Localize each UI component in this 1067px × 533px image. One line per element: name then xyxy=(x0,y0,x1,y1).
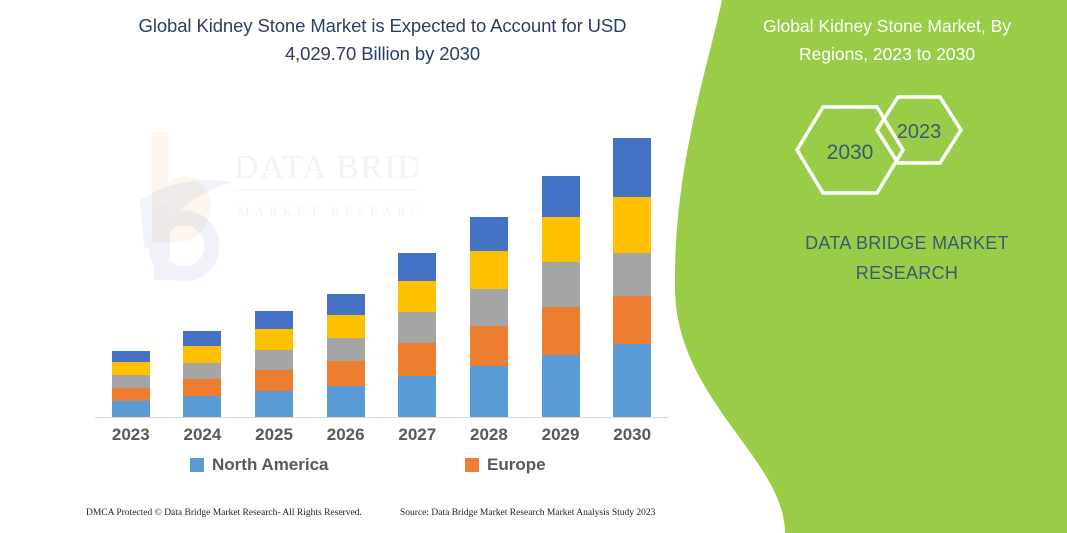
chart-title: Global Kidney Stone Market is Expected t… xyxy=(138,15,627,64)
bar-segment-series-4 xyxy=(469,251,508,289)
footer-dmca-text: DMCA Protected © Data Bridge Market Rese… xyxy=(86,508,362,518)
bar-segment-north-america xyxy=(255,391,294,418)
x-label-2028: 2028 xyxy=(470,425,508,444)
stacked-bar xyxy=(613,138,652,418)
bar-plot xyxy=(95,120,670,418)
bar-segment-series-5 xyxy=(398,253,437,281)
bar-segment-series-4 xyxy=(398,281,437,312)
bar-segment-north-america xyxy=(326,386,365,418)
bar-segment-series-3 xyxy=(398,312,437,343)
stacked-bar xyxy=(255,311,294,418)
hexagon-2023-label: 2023 xyxy=(897,121,942,143)
bar-segment-europe xyxy=(469,326,508,366)
bar-segment-series-5 xyxy=(613,138,652,197)
stacked-bar xyxy=(398,253,437,418)
stacked-bar xyxy=(111,351,150,418)
bar-segment-series-4 xyxy=(326,315,365,338)
stacked-bar xyxy=(469,217,508,418)
bar-segment-europe xyxy=(255,370,294,391)
bar-segment-north-america xyxy=(398,376,437,418)
bar-segment-europe xyxy=(326,361,365,386)
bar-segment-north-america xyxy=(183,396,222,418)
bar-segment-north-america xyxy=(469,366,508,418)
bar-column-2030 xyxy=(596,138,668,418)
legend-item-europe[interactable]: Europe xyxy=(465,455,546,475)
bar-segment-series-4 xyxy=(255,329,294,350)
legend-item-north-america[interactable]: North America xyxy=(190,455,329,475)
bar-segment-series-5 xyxy=(541,176,580,217)
hexagon-2023 xyxy=(874,95,964,165)
bar-column-2023 xyxy=(95,351,167,418)
bar-segment-europe xyxy=(111,388,150,401)
brand-text-line1: DATA BRIDGE MARKET xyxy=(805,233,1009,253)
bar-segment-europe xyxy=(541,307,580,355)
bar-segment-series-5 xyxy=(111,351,150,362)
bar-segment-europe xyxy=(613,296,652,344)
legend-swatch-icon xyxy=(190,458,204,472)
bar-segment-series-4 xyxy=(183,346,222,363)
x-axis-line xyxy=(95,417,668,418)
hexagon-group: 2030 2023 xyxy=(767,95,1047,205)
bar-segment-europe xyxy=(183,379,222,396)
green-side-panel: Global Kidney Stone Market, By Regions, … xyxy=(667,0,1067,533)
hexagon-2030 xyxy=(794,105,906,195)
bar-segment-series-3 xyxy=(613,253,652,296)
side-panel-title: Global Kidney Stone Market, By Regions, … xyxy=(762,16,1012,64)
bar-segment-series-5 xyxy=(326,294,365,315)
x-label-2030: 2030 xyxy=(613,425,652,444)
bar-column-2025 xyxy=(238,311,310,418)
bar-segment-series-5 xyxy=(183,331,222,346)
x-label-2023: 2023 xyxy=(111,425,150,444)
bar-segment-series-3 xyxy=(326,338,365,361)
x-label-2024: 2024 xyxy=(183,425,222,444)
bar-column-2029 xyxy=(525,176,597,418)
green-background-shape xyxy=(674,0,1067,533)
bar-segment-north-america xyxy=(111,401,150,418)
bar-segment-series-4 xyxy=(613,197,652,253)
bar-segment-north-america xyxy=(541,355,580,418)
bar-segment-series-4 xyxy=(541,217,580,262)
bar-segment-series-5 xyxy=(469,217,508,251)
legend-label: Europe xyxy=(487,455,546,474)
bar-segment-series-3 xyxy=(183,363,222,379)
x-label-2027: 2027 xyxy=(398,425,437,444)
legend-label: North America xyxy=(212,455,329,474)
bar-segment-series-5 xyxy=(255,311,294,329)
legend-swatch-icon xyxy=(465,458,479,472)
footer-source-text: Source: Data Bridge Market Research Mark… xyxy=(400,508,656,518)
stacked-bar xyxy=(326,294,365,418)
brand-text: DATA BRIDGE MARKET RESEARCH xyxy=(762,228,1052,288)
x-label-2029: 2029 xyxy=(541,425,580,444)
bar-segment-series-3 xyxy=(541,262,580,307)
bar-segment-europe xyxy=(398,343,437,376)
brand-text-line2: RESEARCH xyxy=(855,263,959,283)
bar-column-2024 xyxy=(167,331,239,418)
bar-segment-series-3 xyxy=(255,350,294,370)
hexagon-2030-label: 2030 xyxy=(827,141,874,164)
x-label-2026: 2026 xyxy=(326,425,365,444)
chart-legend: North America Europe xyxy=(95,455,668,483)
stacked-bar xyxy=(541,176,580,418)
bar-column-2028 xyxy=(453,217,525,418)
footer: DMCA Protected © Data Bridge Market Rese… xyxy=(0,508,710,528)
bar-column-2027 xyxy=(382,253,454,418)
bar-column-2026 xyxy=(310,294,382,418)
stacked-bar xyxy=(183,331,222,418)
x-label-2025: 2025 xyxy=(255,425,293,444)
chart-panel: Global Kidney Stone Market is Expected t… xyxy=(0,15,710,528)
bar-segment-series-3 xyxy=(469,289,508,326)
bar-segment-north-america xyxy=(613,344,652,418)
bar-segment-series-4 xyxy=(111,362,150,375)
x-axis-labels: 2023 2024 2025 2026 2027 2028 2029 2030 xyxy=(95,425,668,451)
bar-segment-series-3 xyxy=(111,375,150,388)
